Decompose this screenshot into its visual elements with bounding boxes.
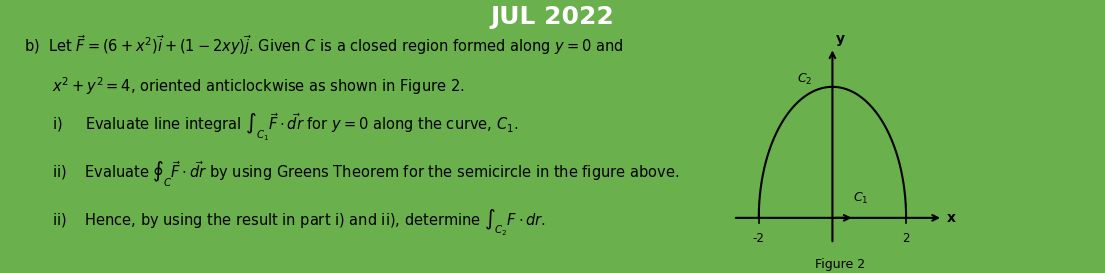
Text: Figure 2: Figure 2 (814, 258, 865, 271)
Text: JUL 2022: JUL 2022 (491, 5, 614, 29)
Text: ii)    Hence, by using the result in part i) and ii), determine $\int_{C_2}F\cdo: ii) Hence, by using the result in part i… (52, 207, 546, 238)
Text: b)  Let $\vec{F}=(6+x^2)\vec{i}+(1-2xy)\vec{j}$. Given $C$ is a closed region fo: b) Let $\vec{F}=(6+x^2)\vec{i}+(1-2xy)\v… (24, 33, 623, 57)
Text: $C_2$: $C_2$ (797, 72, 812, 87)
Text: $x^2+y^2=4$, oriented anticlockwise as shown in Figure 2.: $x^2+y^2=4$, oriented anticlockwise as s… (52, 75, 465, 97)
Text: 2: 2 (903, 232, 909, 245)
Text: i)     Evaluate line integral $\int_{C_1}\vec{F}\cdot\vec{dr}$ for $y=0$ along t: i) Evaluate line integral $\int_{C_1}\ve… (52, 111, 519, 143)
Text: y: y (835, 32, 844, 46)
Text: $C_1$: $C_1$ (853, 191, 869, 206)
Text: ii)    Evaluate $\oint_{C}\vec{F}\cdot\vec{dr}$ by using Greens Theorem for the : ii) Evaluate $\oint_{C}\vec{F}\cdot\vec{… (52, 160, 680, 189)
Text: -2: -2 (753, 232, 765, 245)
Text: x: x (947, 211, 956, 225)
